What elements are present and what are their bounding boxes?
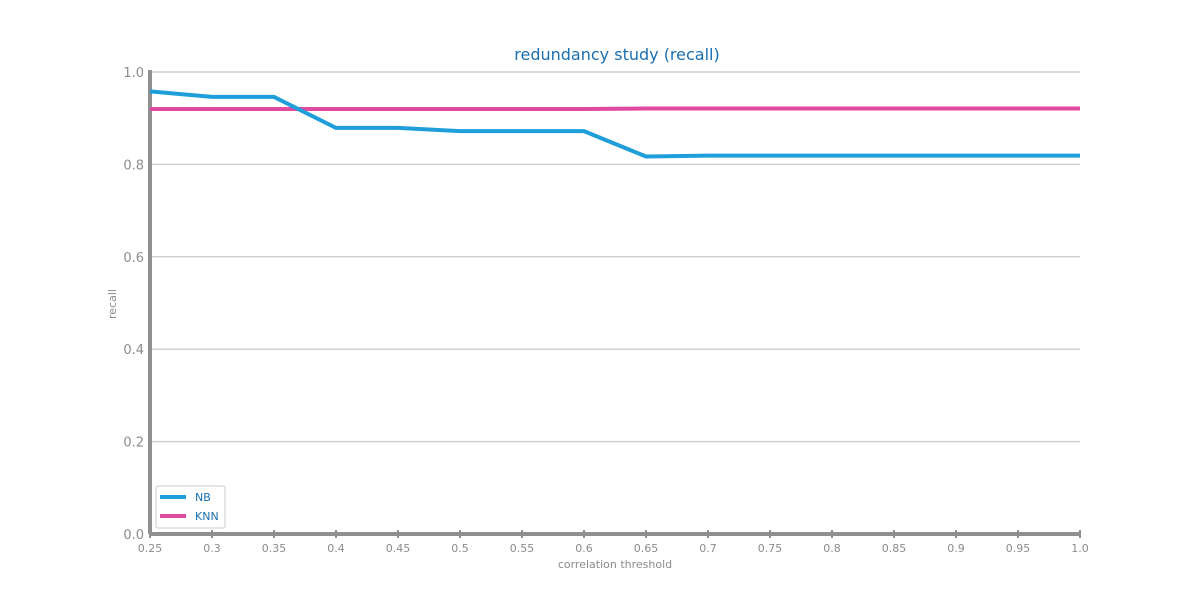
x-tick-label: 0.9	[947, 542, 965, 555]
legend-label-knn: KNN	[195, 510, 219, 523]
x-axis-label: correlation threshold	[558, 558, 672, 571]
legend: NB KNN	[155, 485, 226, 529]
x-tick-label: 0.7	[699, 542, 717, 555]
x-tick-label: 0.8	[823, 542, 841, 555]
x-tick-label: 0.65	[634, 542, 659, 555]
series-line-knn	[150, 106, 1080, 111]
y-tick-labels: 0.0 0.2 0.4 0.6 0.8 1.0	[123, 66, 144, 543]
x-tick-label: 0.85	[882, 542, 907, 555]
x-tick-label: 1.0	[1071, 542, 1089, 555]
legend-label-nb: NB	[195, 491, 211, 504]
x-tick-label: 0.45	[386, 542, 411, 555]
y-tick-label: 0.8	[123, 158, 144, 173]
y-tick-label: 0.6	[123, 251, 144, 266]
grid-lines	[150, 71, 1080, 443]
y-tick-label: 0.0	[123, 528, 144, 543]
x-tick-label: 0.25	[138, 542, 163, 555]
y-tick-label: 0.4	[123, 343, 144, 358]
x-tick-label: 0.5	[451, 542, 469, 555]
x-tick-label: 0.35	[262, 542, 287, 555]
x-tick-label: 0.55	[510, 542, 535, 555]
x-tick-label: 0.75	[758, 542, 783, 555]
x-tick-label: 0.6	[575, 542, 593, 555]
y-axis-label: recall	[106, 289, 119, 319]
x-tick-label: 0.3	[203, 542, 221, 555]
x-tick-label: 0.95	[1006, 542, 1031, 555]
series-line-nb	[149, 89, 1080, 159]
x-tick-label: 0.4	[327, 542, 345, 555]
x-tick-labels: 0.25 0.3 0.35 0.4 0.45 0.5 0.55 0.6 0.65 0.7 0.75 0…	[138, 542, 1089, 555]
y-tick-label: 1.0	[123, 66, 144, 81]
y-tick-label: 0.2	[123, 436, 144, 451]
axes	[148, 70, 1081, 538]
chart-title: redundancy study (recall)	[514, 45, 719, 64]
series-lines	[149, 89, 1080, 159]
